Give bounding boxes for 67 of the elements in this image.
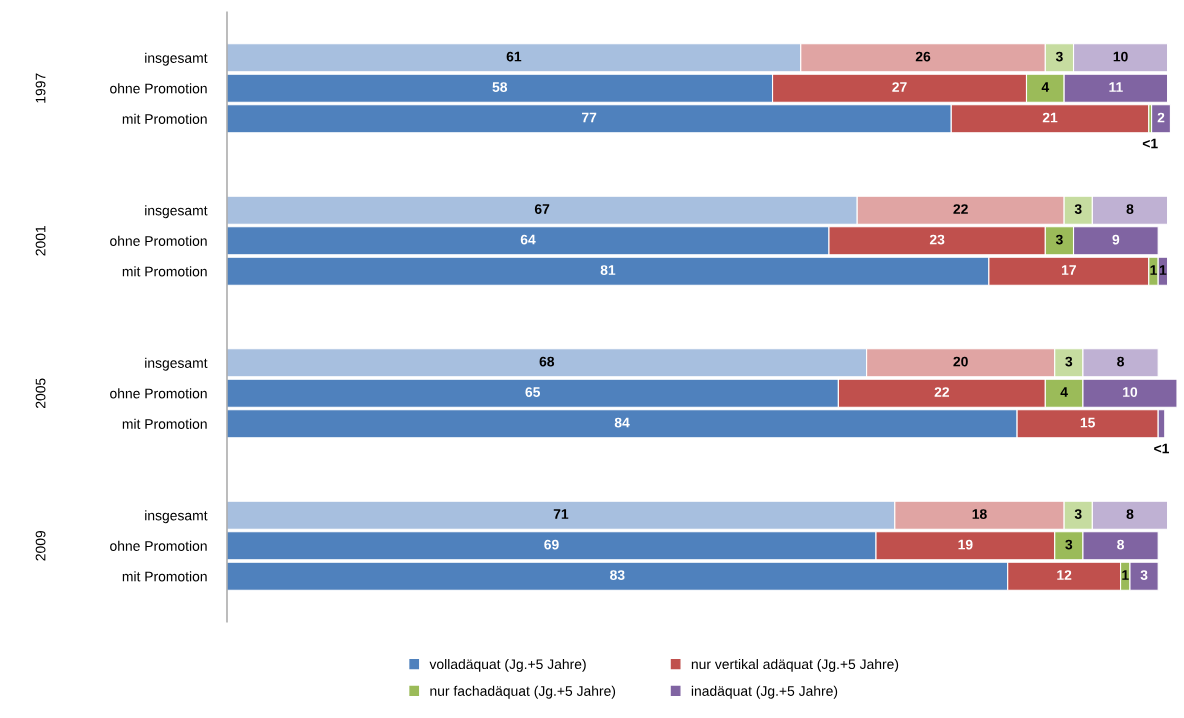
legend-label: volladäquat (Jg.+5 Jahre) <box>429 658 586 672</box>
y-tick-label: ohne Promotion <box>110 540 207 551</box>
y-tick-label: ohne Promotion <box>110 235 207 246</box>
data-label: 3 <box>1074 509 1082 519</box>
data-label: 18 <box>972 509 987 519</box>
data-label: 4 <box>1060 387 1068 397</box>
data-label: 15 <box>1080 417 1095 428</box>
data-label: 10 <box>1123 387 1138 397</box>
y-tick-label: insgesamt <box>145 52 208 66</box>
legend-label: nur fachadäquat (Jg.+5 Jahre) <box>430 685 616 699</box>
data-label: 3 <box>1055 234 1063 245</box>
text: 2001 <box>35 225 46 256</box>
data-label: 3 <box>1074 204 1082 214</box>
data-label: 8 <box>1117 356 1124 367</box>
data-label: 71 <box>553 509 569 519</box>
data-label: 22 <box>953 204 968 214</box>
y-tick-label: mit Promotion <box>122 113 207 124</box>
data-label: 22 <box>934 387 950 397</box>
data-label: 23 <box>929 234 945 245</box>
y-tick-label: insgesamt <box>145 510 208 524</box>
data-label: 2 <box>1157 112 1165 123</box>
data-label: 21 <box>1042 112 1058 123</box>
data-label: 3 <box>1055 51 1063 62</box>
data-label: 8 <box>1126 204 1134 214</box>
data-label: 8 <box>1126 509 1134 519</box>
data-label: 27 <box>892 82 907 92</box>
data-label: 1 <box>1150 265 1157 275</box>
data-label: 3 <box>1140 570 1148 580</box>
data-label: 64 <box>520 234 536 245</box>
data-label: 26 <box>915 51 931 62</box>
y-tick-label: mit Promotion <box>122 571 207 582</box>
data-label: 65 <box>525 387 541 397</box>
data-label: 12 <box>1057 570 1072 580</box>
y-tick-label: insgesamt <box>145 357 208 371</box>
text: 2009 <box>35 530 46 561</box>
data-label: 1 <box>1159 265 1167 275</box>
data-label: 1 <box>1122 570 1129 580</box>
data-label: 69 <box>544 539 559 550</box>
data-label: 10 <box>1113 51 1128 62</box>
data-label: 4 <box>1041 82 1050 92</box>
data-label: 3 <box>1065 356 1073 367</box>
y-tick-label: ohne Promotion <box>110 388 207 399</box>
data-label: 19 <box>958 539 973 550</box>
data-label: 81 <box>600 265 616 275</box>
data-label: <1 <box>1142 138 1158 149</box>
text: 1997 <box>35 73 46 103</box>
data-label: 67 <box>534 204 550 214</box>
data-label: 83 <box>610 570 625 580</box>
data-label: 61 <box>506 51 522 62</box>
y-tick-label: insgesamt <box>145 205 208 219</box>
legend-label: nur vertikal adäquat (Jg.+5 Jahre) <box>691 658 899 672</box>
y-tick-label: mit Promotion <box>122 418 207 429</box>
data-label: 3 <box>1065 539 1073 550</box>
legend-label: inadäquat (Jg.+5 Jahre) <box>691 685 838 699</box>
data-label: 9 <box>1112 234 1120 245</box>
data-label: 68 <box>539 356 555 367</box>
data-label: 77 <box>582 112 597 123</box>
data-label: 84 <box>614 417 630 428</box>
y-tick-label: ohne Promotion <box>110 83 207 94</box>
data-label: 8 <box>1117 539 1124 550</box>
y-tick-label: mit Promotion <box>122 266 207 277</box>
data-label: 20 <box>953 356 968 367</box>
data-label: 17 <box>1061 265 1076 275</box>
data-label: <1 <box>1154 443 1170 454</box>
text: 2005 <box>35 378 46 408</box>
data-label: 11 <box>1109 82 1123 92</box>
data-label: 58 <box>492 82 508 92</box>
